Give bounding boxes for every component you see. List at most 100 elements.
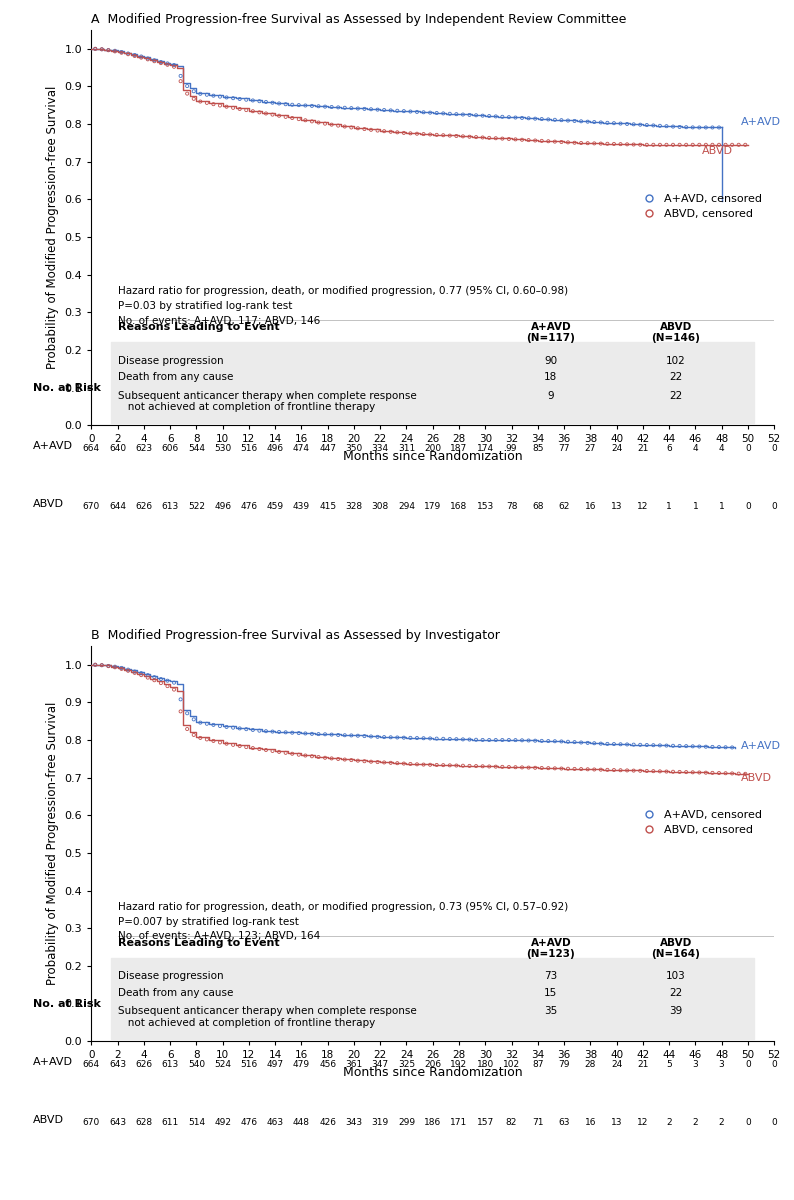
Point [641,736,653,755]
Point [220,88,233,107]
Text: 628: 628 [135,1118,152,1127]
Point [253,91,266,110]
Point [161,54,174,73]
Point [529,731,542,750]
Point [332,97,345,116]
Text: Reasons Leading to Event: Reasons Leading to Event [118,322,279,331]
Y-axis label: Probability of Modified Progression-free Survival: Probability of Modified Progression-free… [46,86,59,370]
Text: Death from any cause: Death from any cause [118,989,233,998]
Point [318,748,331,767]
Point [595,134,607,154]
Point [732,764,745,784]
Point [503,731,515,750]
Point [115,42,128,61]
Point [410,755,423,774]
Point [739,136,752,155]
Point [121,661,134,680]
Text: 1: 1 [666,502,672,511]
Point [549,110,561,130]
Text: 187: 187 [450,444,468,452]
Point [398,728,410,748]
Point [194,728,206,748]
Point [726,764,738,784]
Point [463,756,476,775]
Point [338,726,351,745]
Point [713,136,726,155]
Text: 62: 62 [558,502,570,511]
Point [391,101,403,120]
Point [588,113,600,132]
Point [332,725,345,744]
Text: 496: 496 [267,444,283,452]
Point [457,756,469,775]
Point [542,758,555,778]
Point [286,108,299,127]
Point [535,758,548,778]
Point [700,136,712,155]
Point [155,53,168,72]
Point [115,659,128,678]
Point [240,720,252,739]
Point [299,724,312,743]
Point [417,728,430,748]
Point [700,763,712,782]
Text: 78: 78 [506,502,517,511]
Point [364,727,377,746]
Point [542,732,555,751]
Point [621,734,634,754]
Point [450,730,463,749]
Text: 343: 343 [345,1118,363,1127]
Text: 643: 643 [109,1060,126,1069]
Point [443,730,456,749]
Point [326,725,338,744]
Point [312,725,325,744]
Text: 439: 439 [293,502,310,511]
Text: 664: 664 [83,444,100,452]
Point [312,113,325,132]
Text: 476: 476 [241,502,257,511]
Point [673,118,686,137]
Point [89,40,102,59]
Point [352,751,364,770]
Point [102,41,115,60]
Text: 319: 319 [372,1118,389,1127]
Point [384,101,397,120]
Bar [111,342,754,424]
Point [601,113,614,132]
Point [509,757,522,776]
Point [549,758,561,778]
Text: 9: 9 [548,390,554,401]
Point [312,97,325,116]
Point [286,724,299,743]
Point [470,127,483,146]
Text: 22: 22 [669,390,682,401]
Point [522,131,535,150]
Point [109,42,121,61]
Text: 2: 2 [666,1118,672,1127]
Text: Reasons Leading to Event: Reasons Leading to Event [118,937,279,948]
Text: 3: 3 [692,1060,698,1069]
Point [253,103,266,122]
Text: A+AVD: A+AVD [742,118,781,127]
Point [253,739,266,758]
Point [680,136,692,155]
Point [430,103,443,122]
Point [352,726,364,745]
Point [372,100,384,119]
Text: 21: 21 [637,444,649,452]
Text: 6: 6 [666,444,672,452]
Text: 22: 22 [669,372,682,383]
Point [246,720,259,739]
Point [653,736,666,755]
Text: 2: 2 [692,1118,698,1127]
Point [201,730,214,749]
Point [686,763,699,782]
Text: A+AVD: A+AVD [33,1057,73,1067]
Point [306,112,318,131]
Text: Subsequent anticancer therapy when complete response
   not achieved at completi: Subsequent anticancer therapy when compl… [118,390,416,412]
Point [214,716,226,736]
Point [660,762,673,781]
Point [424,103,437,122]
Text: No. at Risk: No. at Risk [33,383,101,392]
Text: 13: 13 [611,502,622,511]
